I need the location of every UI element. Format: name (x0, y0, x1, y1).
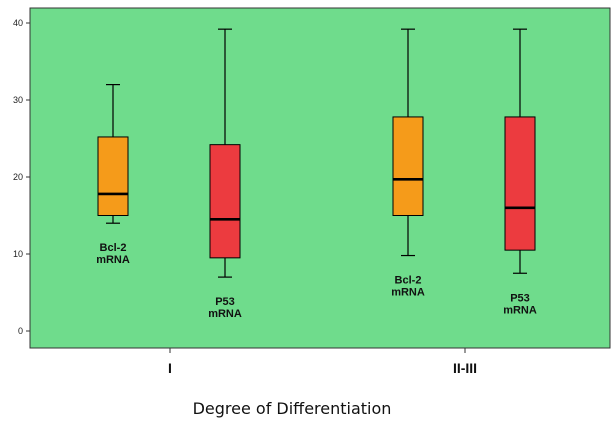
box-label-p53: P53 (215, 296, 235, 308)
y-axis: 0 10 20 30 40 (13, 18, 30, 336)
box-p53-ii-iii (504, 28, 536, 274)
x-axis: I II-III (168, 348, 477, 376)
boxes-layer (97, 28, 536, 278)
box-label-bcl2: Bcl-2 (395, 275, 422, 287)
x-category-label: I (168, 360, 172, 376)
box-label-bcl2: Bcl-2 (100, 242, 127, 254)
iqr-box (392, 116, 424, 216)
box-label-p53: P53 (510, 292, 530, 304)
y-tick-label: 30 (13, 95, 23, 105)
box-p53-i (209, 28, 241, 278)
iqr-box (209, 144, 241, 259)
box-label-p53: mRNA (208, 308, 242, 320)
x-axis-title: Degree of Differentiation (193, 399, 392, 418)
iqr-box (504, 116, 536, 251)
box-label-bcl2: mRNA (96, 254, 130, 266)
box-bcl2-i (97, 83, 129, 224)
y-tick-label: 10 (13, 249, 23, 259)
y-tick-label: 40 (13, 18, 23, 28)
y-tick-label: 20 (13, 172, 23, 182)
iqr-box (97, 136, 129, 217)
box-bcl2-ii-iii (392, 28, 424, 257)
box-label-p53: mRNA (503, 304, 537, 316)
x-category-label: II-III (453, 360, 477, 376)
box-label-bcl2: mRNA (391, 287, 425, 299)
y-tick-label: 0 (18, 326, 23, 336)
